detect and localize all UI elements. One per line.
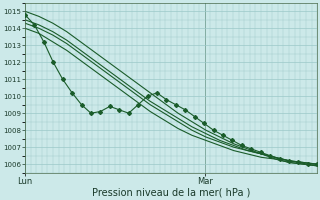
X-axis label: Pression niveau de la mer( hPa ): Pression niveau de la mer( hPa )	[92, 187, 250, 197]
